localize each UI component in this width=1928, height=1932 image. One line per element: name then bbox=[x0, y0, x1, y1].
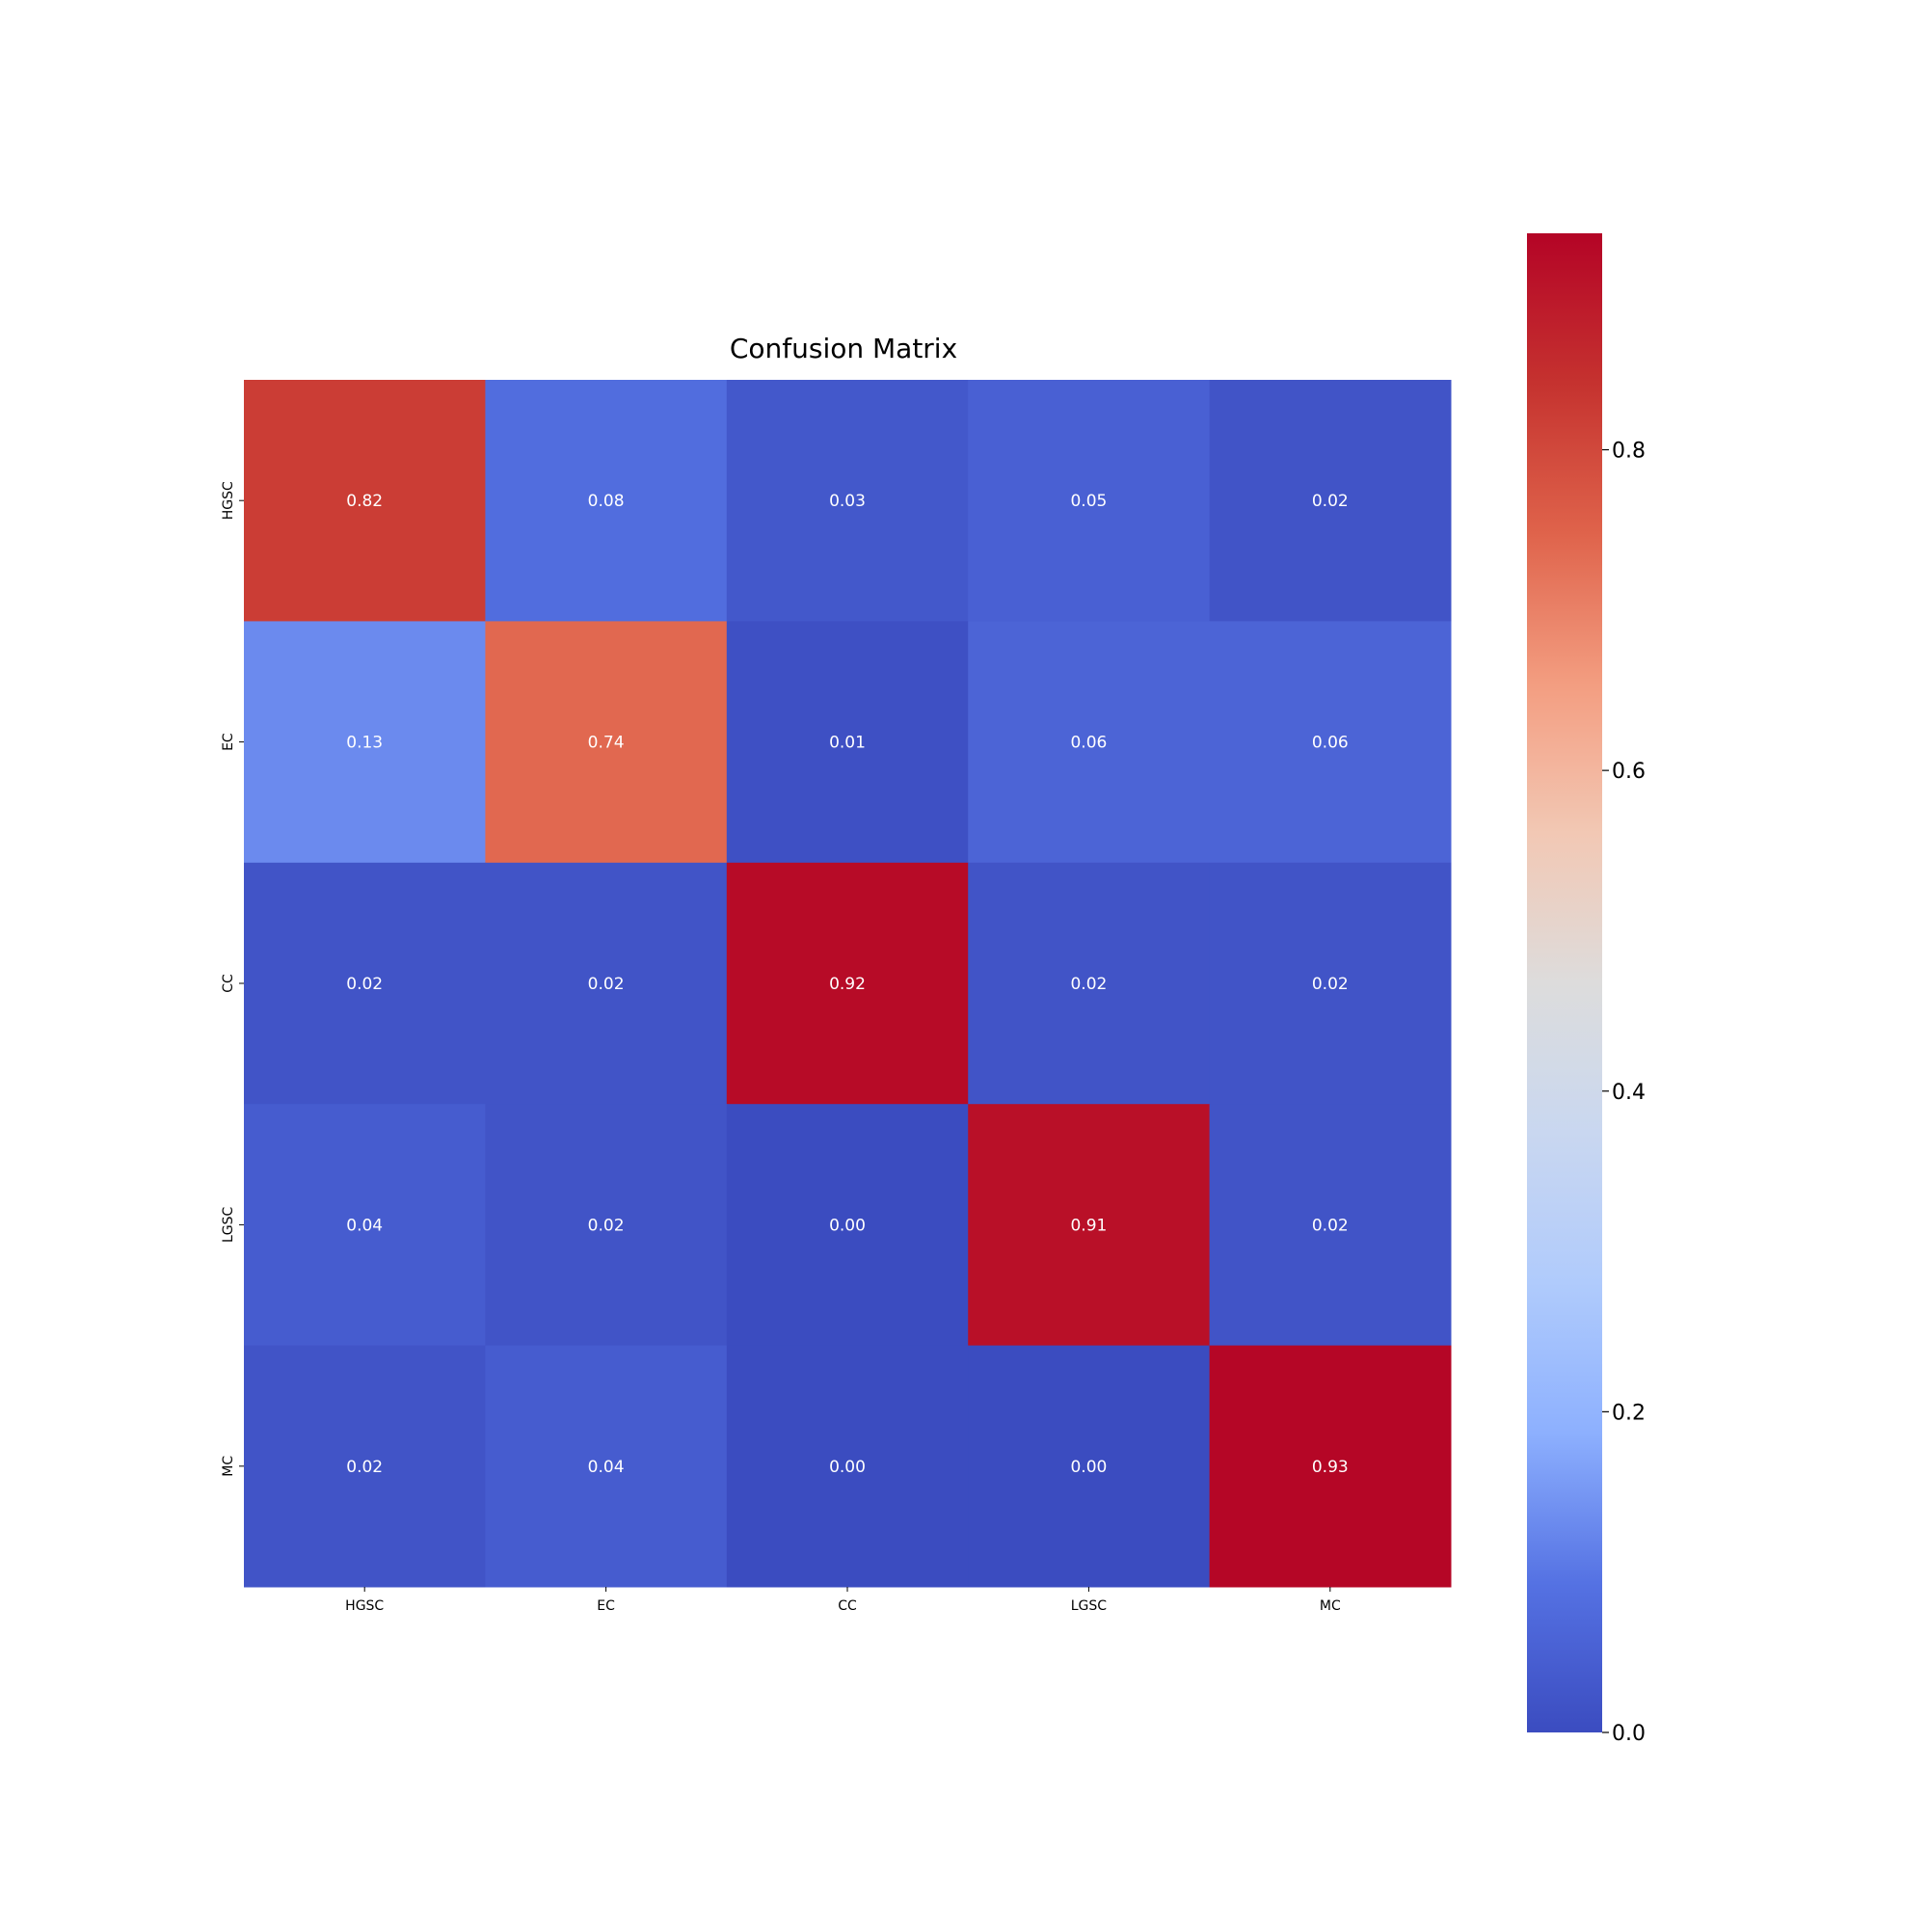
heatmap-cell bbox=[1209, 1104, 1452, 1347]
heatmap-cell bbox=[244, 1345, 486, 1588]
heatmap-cell bbox=[968, 862, 1211, 1105]
cell-value-label: 0.02 bbox=[588, 1216, 625, 1235]
x-tick-label-cc: CC bbox=[838, 1598, 857, 1614]
x-axis-ticks: HGSC EC CC LGSC MC bbox=[345, 1587, 1341, 1614]
cell-value-label: 0.06 bbox=[1070, 734, 1107, 753]
cell-value-label: 0.04 bbox=[346, 1216, 383, 1235]
cell-value-label: 0.05 bbox=[1070, 492, 1107, 511]
colorbar-tick-label: 0.0 bbox=[1612, 1722, 1646, 1746]
heatmap-cell bbox=[968, 380, 1211, 622]
heatmap-cell bbox=[968, 621, 1211, 864]
cell-value-label: 0.93 bbox=[1312, 1458, 1349, 1477]
x-tick-label-hgsc: HGSC bbox=[345, 1598, 384, 1614]
colorbar-tick-label: 0.4 bbox=[1612, 1081, 1646, 1105]
heatmap-cell bbox=[726, 1345, 969, 1588]
colorbar: 0.0 0.2 0.4 0.6 0.8 bbox=[1527, 233, 1646, 1746]
heatmap-cell bbox=[726, 621, 969, 864]
colorbar-tick-label: 0.2 bbox=[1612, 1401, 1646, 1425]
y-tick-label-ec: EC bbox=[221, 733, 236, 751]
cell-value-label: 0.00 bbox=[829, 1458, 866, 1477]
cell-value-label: 0.02 bbox=[1070, 975, 1107, 994]
cell-value-label: 0.03 bbox=[829, 492, 866, 511]
x-tick-label-ec: EC bbox=[597, 1598, 615, 1614]
cell-value-label: 0.13 bbox=[346, 734, 383, 753]
cell-value-label: 0.02 bbox=[346, 975, 383, 994]
y-tick-label-cc: CC bbox=[221, 974, 236, 993]
heatmap-cell bbox=[726, 1104, 969, 1347]
heatmap-cell bbox=[1209, 380, 1452, 622]
cell-value-label: 0.02 bbox=[1312, 975, 1349, 994]
heatmap-cell bbox=[726, 380, 969, 622]
heatmap-cell bbox=[726, 862, 969, 1105]
y-tick-label-hgsc: HGSC bbox=[221, 481, 236, 520]
y-tick-label-lgsc: LGSC bbox=[221, 1207, 236, 1244]
heatmap-cell bbox=[1209, 862, 1452, 1105]
cell-value-label: 0.82 bbox=[346, 492, 383, 511]
cell-value-label: 0.02 bbox=[588, 975, 625, 994]
colorbar-tick-label: 0.8 bbox=[1612, 440, 1646, 464]
cell-value-label: 0.00 bbox=[1070, 1458, 1107, 1477]
y-tick-label-mc: MC bbox=[221, 1456, 236, 1477]
cell-value-label: 0.74 bbox=[588, 734, 625, 753]
heatmap-cells: 0.82 0.08 0.03 0.05 0.02 0.13 0.74 0.01 0.06 0.06… bbox=[244, 380, 1452, 1588]
y-axis-ticks: HGSC EC CC LGSC MC bbox=[221, 481, 244, 1477]
heatmap-cell bbox=[244, 380, 486, 622]
cell-value-label: 0.04 bbox=[588, 1458, 625, 1477]
cell-value-label: 0.06 bbox=[1312, 734, 1349, 753]
heatmap-cell bbox=[1209, 621, 1452, 864]
cell-value-label: 0.92 bbox=[829, 975, 866, 994]
heatmap-cell bbox=[244, 621, 486, 864]
cell-value-label: 0.08 bbox=[588, 492, 625, 511]
chart-title: Confusion Matrix bbox=[730, 333, 957, 364]
heatmap-cell bbox=[968, 1345, 1211, 1588]
heatmap-cell bbox=[485, 1104, 728, 1347]
colorbar-scale bbox=[1527, 233, 1602, 1732]
heatmap-cell bbox=[485, 621, 728, 864]
cell-value-label: 0.02 bbox=[346, 1458, 383, 1477]
cell-value-label: 0.91 bbox=[1070, 1216, 1107, 1235]
x-tick-label-lgsc: LGSC bbox=[1071, 1598, 1108, 1614]
cell-value-label: 0.00 bbox=[829, 1216, 866, 1235]
colorbar-tick-label: 0.6 bbox=[1612, 760, 1646, 784]
cell-value-label: 0.01 bbox=[829, 734, 866, 753]
heatmap-cell bbox=[485, 380, 728, 622]
x-tick-label-mc: MC bbox=[1320, 1598, 1341, 1614]
heatmap-cell bbox=[968, 1104, 1211, 1347]
heatmap-cell bbox=[485, 1345, 728, 1588]
heatmap-cell bbox=[244, 1104, 486, 1347]
cell-value-label: 0.02 bbox=[1312, 1216, 1349, 1235]
heatmap-cell bbox=[1209, 1345, 1452, 1588]
heatmap-cell bbox=[244, 862, 486, 1105]
heatmap-cell bbox=[485, 862, 728, 1105]
cell-value-label: 0.02 bbox=[1312, 492, 1349, 511]
